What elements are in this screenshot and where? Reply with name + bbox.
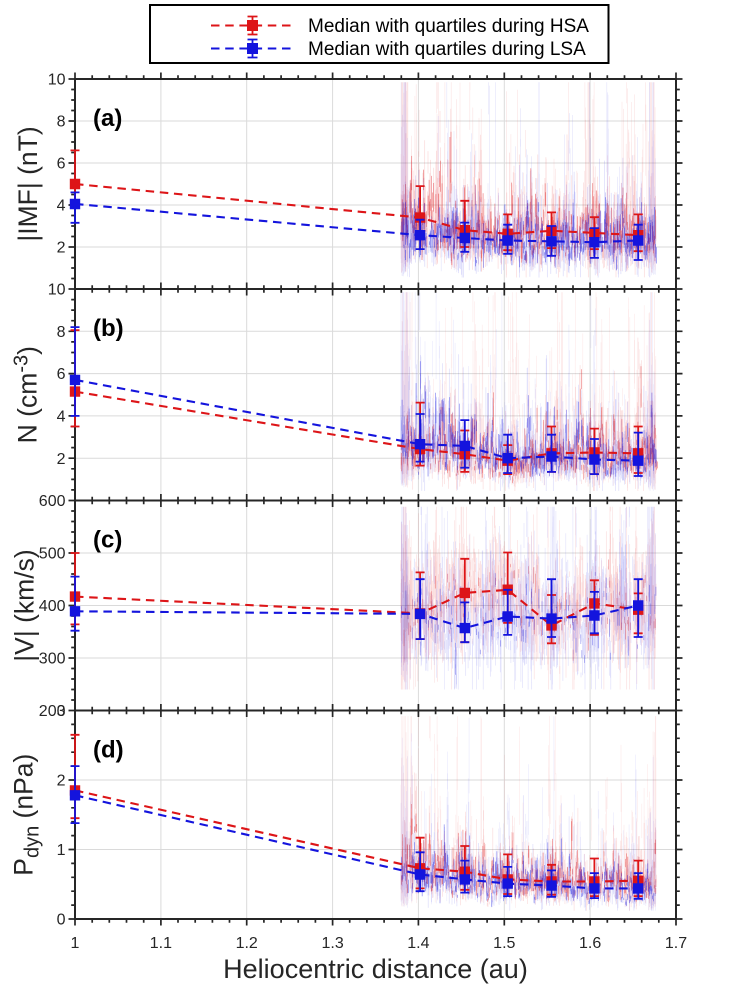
svg-text:Median with quartiles during L: Median with quartiles during LSA [308, 39, 586, 60]
svg-text:Heliocentric distance (au): Heliocentric distance (au) [223, 954, 528, 984]
svg-text:Median with quartiles during H: Median with quartiles during HSA [308, 16, 589, 37]
svg-text:0: 0 [57, 912, 66, 929]
svg-text:2: 2 [57, 240, 66, 257]
svg-text:1.3: 1.3 [321, 935, 343, 952]
svg-text:8: 8 [57, 114, 66, 131]
svg-text:6: 6 [57, 366, 66, 383]
svg-text:1.2: 1.2 [236, 935, 258, 952]
svg-text:4: 4 [57, 409, 66, 426]
svg-text:1.4: 1.4 [407, 935, 429, 952]
svg-text:600: 600 [39, 493, 66, 510]
svg-text:1: 1 [57, 842, 66, 859]
svg-text:8: 8 [57, 324, 66, 341]
svg-text:6: 6 [57, 156, 66, 173]
svg-text:10: 10 [48, 282, 66, 299]
svg-text:500: 500 [39, 546, 66, 563]
svg-text:1.7: 1.7 [665, 935, 687, 952]
svg-text:2: 2 [57, 773, 66, 790]
svg-text:(d): (d) [93, 737, 124, 764]
svg-text:(b): (b) [93, 315, 124, 342]
svg-text:1.5: 1.5 [493, 935, 515, 952]
svg-text:1.6: 1.6 [579, 935, 601, 952]
svg-text:Pdyn (nPa): Pdyn (nPa) [9, 754, 44, 876]
svg-text:10: 10 [48, 72, 66, 89]
svg-text:300: 300 [39, 651, 66, 668]
svg-text:2: 2 [57, 451, 66, 468]
svg-text:200: 200 [39, 703, 66, 720]
svg-text:(a): (a) [93, 105, 122, 132]
svg-text:1.1: 1.1 [150, 935, 172, 952]
svg-text:|IMF| (nT): |IMF| (nT) [13, 126, 43, 241]
svg-text:4: 4 [57, 198, 66, 215]
svg-text:(c): (c) [93, 527, 122, 554]
svg-text:|V| (km/s): |V| (km/s) [10, 549, 40, 661]
svg-text:1: 1 [71, 935, 80, 952]
svg-text:3: 3 [57, 703, 66, 720]
svg-text:400: 400 [39, 598, 66, 615]
